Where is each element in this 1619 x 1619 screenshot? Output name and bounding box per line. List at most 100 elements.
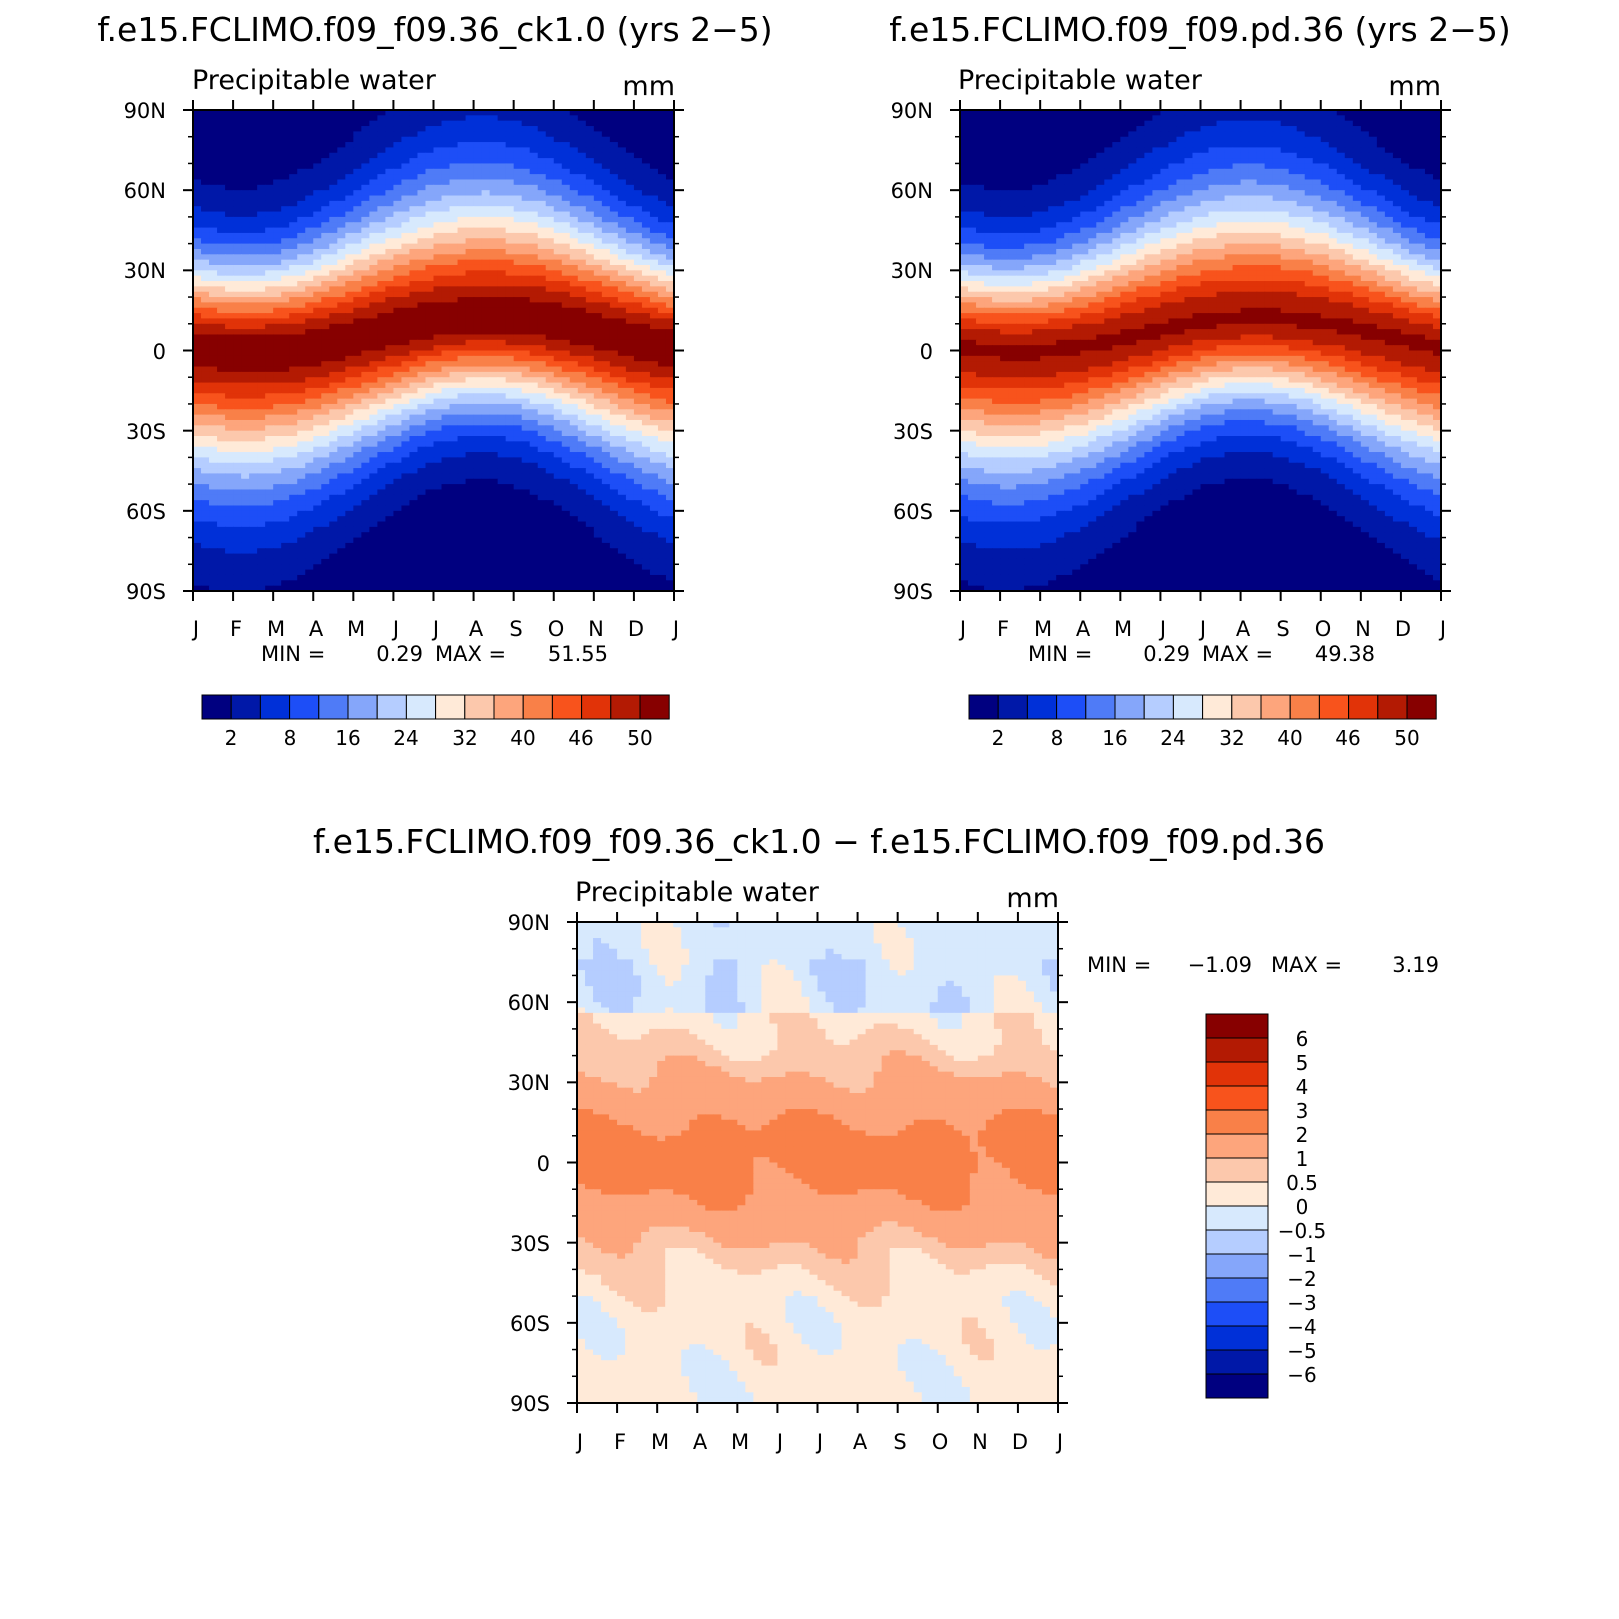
heatmap-cell	[617, 510, 627, 517]
heatmap-cell	[457, 270, 467, 277]
heatmap-cell	[225, 211, 234, 218]
heatmap-cell	[441, 168, 451, 175]
heatmap-cell	[457, 152, 467, 159]
heatmap-cell	[473, 468, 483, 475]
heatmap-cell	[617, 152, 627, 159]
heatmap-cell	[257, 532, 266, 539]
heatmap-cell	[585, 457, 595, 464]
heatmap-cell	[369, 419, 378, 426]
heatmap-cell	[601, 542, 611, 549]
heatmap-cell	[321, 419, 330, 426]
heatmap-cell	[265, 243, 274, 250]
heatmap-cell	[561, 291, 571, 298]
heatmap-cell	[569, 227, 579, 234]
heatmap-cell	[297, 302, 306, 309]
heatmap-cell	[401, 232, 411, 239]
heatmap-cell	[505, 307, 515, 314]
heatmap-cell	[337, 307, 346, 314]
heatmap-cell	[409, 126, 419, 132]
heatmap-cell	[513, 248, 523, 255]
heatmap-cell	[265, 334, 274, 341]
heatmap-cell	[225, 115, 234, 122]
heatmap-cell	[209, 211, 218, 218]
heatmap-cell	[345, 355, 354, 362]
heatmap-cell	[513, 131, 523, 138]
heatmap-cell	[513, 307, 523, 314]
heatmap-cell	[585, 473, 595, 480]
heatmap-cell	[385, 484, 395, 491]
heatmap-cell	[289, 174, 298, 181]
heatmap-cell	[465, 436, 475, 442]
heatmap-cell	[465, 297, 475, 303]
heatmap-cell	[401, 270, 411, 277]
heatmap-cell	[585, 297, 595, 303]
heatmap-cell	[273, 510, 282, 517]
heatmap-cell	[193, 152, 202, 159]
heatmap-cell	[641, 345, 651, 352]
heatmap-cell	[193, 200, 202, 207]
heatmap-cell	[481, 345, 491, 352]
heatmap-cell	[345, 473, 354, 480]
heatmap-cell	[281, 216, 290, 223]
heatmap-cell	[545, 158, 555, 165]
heatmap-cell	[529, 409, 539, 416]
heatmap-cell	[569, 136, 579, 143]
heatmap-cell	[425, 489, 435, 496]
heatmap-cell	[297, 307, 306, 314]
heatmap-cell	[249, 110, 258, 116]
heatmap-cell	[665, 478, 675, 485]
heatmap-cell	[401, 516, 411, 523]
heatmap-cell	[465, 409, 475, 416]
heatmap-cell	[505, 366, 515, 373]
heatmap-cell	[273, 462, 282, 469]
heatmap-cell	[633, 120, 643, 127]
heatmap-cell	[433, 131, 443, 138]
heatmap-cell	[329, 254, 338, 261]
heatmap-cell	[449, 430, 459, 437]
heatmap-cell	[489, 329, 499, 336]
heatmap-cell	[505, 206, 515, 213]
heatmap-cell	[457, 110, 467, 116]
heatmap-cell	[529, 398, 539, 405]
heatmap-cell	[209, 361, 218, 368]
heatmap-cell	[497, 313, 507, 320]
heatmap-cell	[505, 510, 515, 517]
heatmap-cell	[225, 345, 234, 352]
heatmap-cell	[241, 526, 250, 533]
heatmap-cell	[657, 126, 667, 132]
heatmap-cell	[233, 222, 242, 229]
heatmap-cell	[361, 115, 370, 122]
heatmap-cell	[497, 136, 507, 143]
heatmap-cell	[313, 377, 322, 384]
heatmap-cell	[361, 494, 370, 501]
heatmap-cell	[337, 355, 346, 362]
heatmap-cell	[505, 302, 515, 309]
heatmap-cell	[441, 494, 451, 501]
heatmap-cell	[361, 409, 370, 416]
heatmap-cell	[361, 510, 370, 517]
heatmap-cell	[465, 302, 475, 309]
heatmap-cell	[401, 371, 411, 378]
heatmap-cell	[657, 345, 667, 352]
heatmap-cell	[361, 291, 370, 298]
heatmap-cell	[249, 168, 258, 175]
heatmap-cell	[601, 110, 611, 116]
heatmap-cell	[473, 195, 483, 202]
heatmap-cell	[569, 468, 579, 475]
heatmap-cell	[313, 110, 322, 116]
heatmap-cell	[273, 200, 282, 207]
heatmap-cell	[481, 393, 491, 400]
heatmap-cell	[521, 297, 531, 303]
heatmap-cell	[353, 318, 362, 325]
heatmap-cell	[225, 548, 234, 555]
heatmap-cell	[569, 505, 579, 512]
heatmap-cell	[233, 286, 242, 293]
heatmap-cell	[633, 419, 643, 426]
heatmap-cell	[441, 302, 451, 309]
heatmap-cell	[601, 275, 611, 282]
heatmap-cell	[193, 350, 202, 357]
heatmap-cell	[529, 238, 539, 245]
heatmap-cell	[273, 489, 282, 496]
heatmap-cell	[425, 281, 435, 287]
heatmap-cell	[393, 366, 403, 373]
